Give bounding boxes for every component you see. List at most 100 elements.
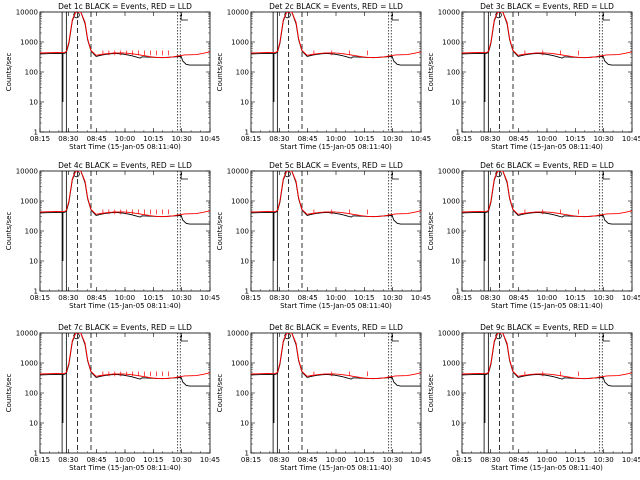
x-axis-title: Start Time (15-Jan-05 08:11:40) [280,143,392,151]
y-tick-label: 10000 [438,330,460,338]
x-tick-label: 10:45 [411,294,431,302]
plot-frame [39,332,211,454]
step-marker [391,335,399,342]
y-tick-label: 10 [240,258,249,266]
y-tick-label: 10 [29,258,38,266]
y-tick-label: 10 [240,99,249,107]
series-lld-line [251,12,421,59]
detector-panel: Det 2c BLACK = Events, RED = LLD 1 10 100 10… [216,2,431,151]
x-tick-label: 08:15 [30,456,50,464]
y-tick-label: 1 [245,450,249,458]
x-tick-label: 08:30 [269,135,289,143]
y-tick-label: 10 [29,99,38,107]
series-lld-line [462,333,632,380]
x-tick-label: 08:45 [87,456,107,464]
y-tick-label: 100 [236,390,249,398]
x-tick-label: 08:45 [298,135,318,143]
detector-panel: Det 3c BLACK = Events, RED = LLD 1 10 100 10… [427,2,640,151]
x-tick-label: 10:00 [115,456,135,464]
y-axis-title: Counts/sec [216,212,224,251]
y-tick-label: 1000 [231,39,249,47]
y-axis-title: Counts/sec [427,212,435,251]
x-axis-title: Start Time (15-Jan-05 08:11:40) [69,143,181,151]
x-tick-label: 10:30 [594,456,614,464]
x-tick-label: 08:30 [58,456,78,464]
x-tick-label: 10:45 [200,294,220,302]
x-tick-label: 08:45 [87,135,107,143]
x-tick-label: 10:45 [200,135,220,143]
x-tick-label: 08:15 [452,294,472,302]
x-tick-label: 08:15 [452,135,472,143]
detector-panel: Det 8c BLACK = Events, RED = LLD 1 10 100 10… [216,323,431,472]
y-axis-title: Counts/sec [5,53,13,92]
x-tick-label: 10:45 [411,456,431,464]
x-tick-label: 10:15 [143,456,163,464]
detector-panel: Det 9c BLACK = Events, RED = LLD 1 10 100 10… [427,323,640,472]
y-tick-label: 10000 [438,9,460,17]
y-tick-label: 1000 [442,198,460,206]
plot-frame [461,170,633,292]
y-tick-label: 1000 [20,198,38,206]
x-tick-label: 10:15 [354,135,374,143]
x-tick-label: 10:00 [326,294,346,302]
y-tick-label: 1 [34,129,38,137]
panel-title: Det 3c BLACK = Events, RED = LLD [480,2,614,11]
x-tick-label: 10:45 [622,294,640,302]
x-tick-label: 10:30 [383,294,403,302]
y-tick-label: 100 [447,228,460,236]
x-tick-label: 10:30 [383,456,403,464]
x-tick-label: 08:15 [30,135,50,143]
detector-panel: Det 6c BLACK = Events, RED = LLD 1 10 100 10… [427,161,640,310]
x-tick-label: 10:15 [565,294,585,302]
x-tick-label: 10:00 [115,294,135,302]
series-lld-line [251,171,421,218]
x-tick-label: 10:30 [172,135,192,143]
x-tick-label: 10:30 [172,294,192,302]
x-tick-label: 08:45 [509,456,529,464]
series-lld-line [40,333,210,380]
x-tick-label: 08:15 [452,456,472,464]
panel-title: Det 9c BLACK = Events, RED = LLD [480,323,614,332]
x-tick-label: 10:30 [172,456,192,464]
y-tick-label: 1000 [231,360,249,368]
y-axis-title: Counts/sec [5,212,13,251]
x-tick-label: 10:30 [383,135,403,143]
plot-frame [39,170,211,292]
x-tick-label: 10:45 [622,456,640,464]
y-tick-label: 10 [451,99,460,107]
plot-frame [39,11,211,133]
y-axis-title: Counts/sec [216,53,224,92]
x-tick-label: 10:00 [326,456,346,464]
x-tick-label: 10:00 [115,135,135,143]
x-tick-label: 08:45 [298,456,318,464]
x-tick-label: 10:00 [326,135,346,143]
y-tick-label: 1 [456,129,460,137]
y-tick-label: 1 [456,450,460,458]
panel-title: Det 5c BLACK = Events, RED = LLD [269,161,403,170]
y-tick-label: 10000 [227,9,249,17]
panel-title: Det 2c BLACK = Events, RED = LLD [269,2,403,11]
step-marker [180,173,188,180]
x-tick-label: 08:30 [480,135,500,143]
x-tick-label: 10:45 [411,135,431,143]
y-tick-label: 1 [245,129,249,137]
x-tick-label: 10:15 [565,456,585,464]
panel-title: Det 4c BLACK = Events, RED = LLD [58,161,192,170]
plot-frame [250,170,422,292]
y-tick-label: 1000 [20,360,38,368]
y-tick-label: 100 [236,228,249,236]
y-tick-label: 10000 [227,330,249,338]
y-tick-label: 100 [25,390,38,398]
y-axis-title: Counts/sec [427,374,435,413]
y-tick-label: 10 [29,420,38,428]
panel-title: Det 6c BLACK = Events, RED = LLD [480,161,614,170]
x-tick-label: 10:45 [200,456,220,464]
x-tick-label: 10:15 [354,294,374,302]
x-tick-label: 10:15 [354,456,374,464]
x-tick-label: 08:45 [87,294,107,302]
x-tick-label: 10:15 [143,135,163,143]
y-tick-label: 1 [456,288,460,296]
x-tick-label: 08:15 [30,294,50,302]
x-tick-label: 08:30 [480,456,500,464]
